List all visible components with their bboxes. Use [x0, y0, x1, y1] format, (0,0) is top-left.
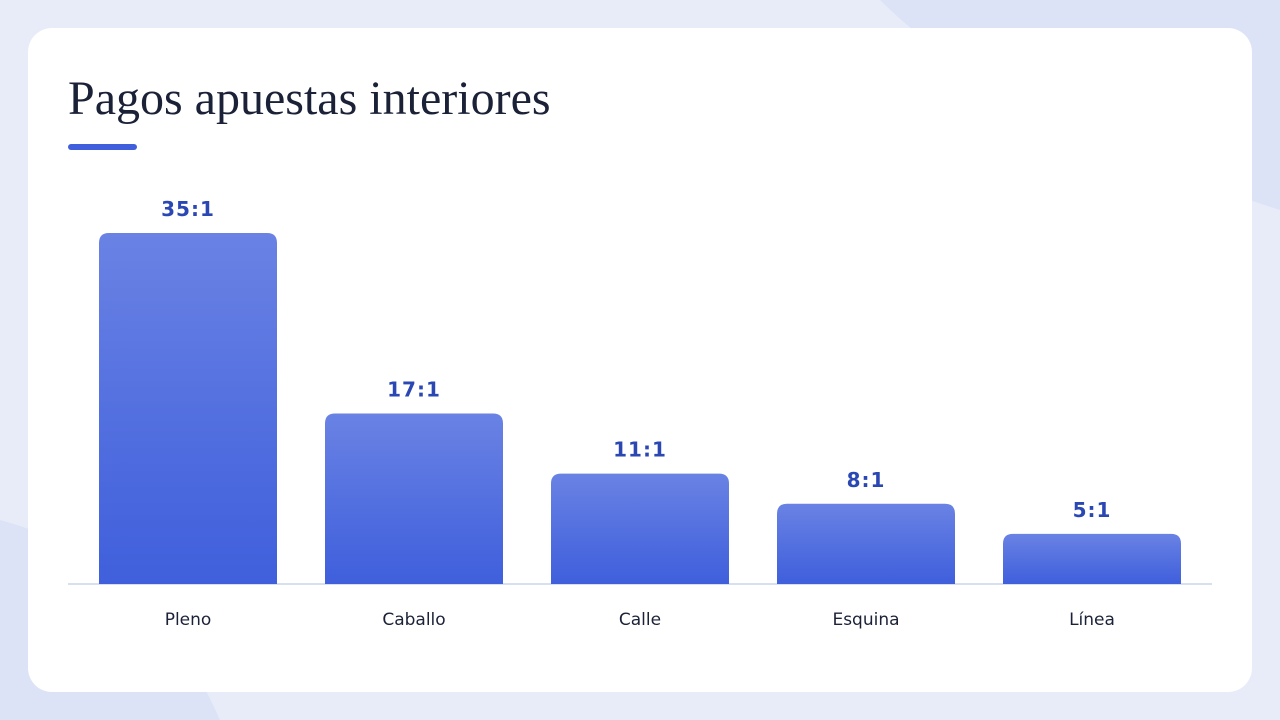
value-label: 17:1 — [387, 378, 441, 402]
x-tick-label: Pleno — [165, 610, 212, 630]
bar — [325, 413, 503, 584]
value-label: 11:1 — [613, 438, 667, 462]
x-tick-label: Línea — [1069, 610, 1115, 630]
x-tick-label: Caballo — [382, 610, 445, 630]
x-tick-label: Esquina — [832, 610, 899, 630]
title-accent — [68, 144, 137, 150]
x-tick-label: Calle — [619, 610, 661, 630]
value-label: 8:1 — [847, 468, 886, 492]
bar — [551, 473, 729, 584]
value-label: 35:1 — [161, 197, 215, 221]
bar — [1003, 533, 1181, 584]
value-label: 5:1 — [1073, 498, 1112, 522]
bar — [777, 503, 955, 584]
bar — [99, 233, 277, 584]
chart-title: Pagos apuestas interiores — [68, 72, 551, 125]
